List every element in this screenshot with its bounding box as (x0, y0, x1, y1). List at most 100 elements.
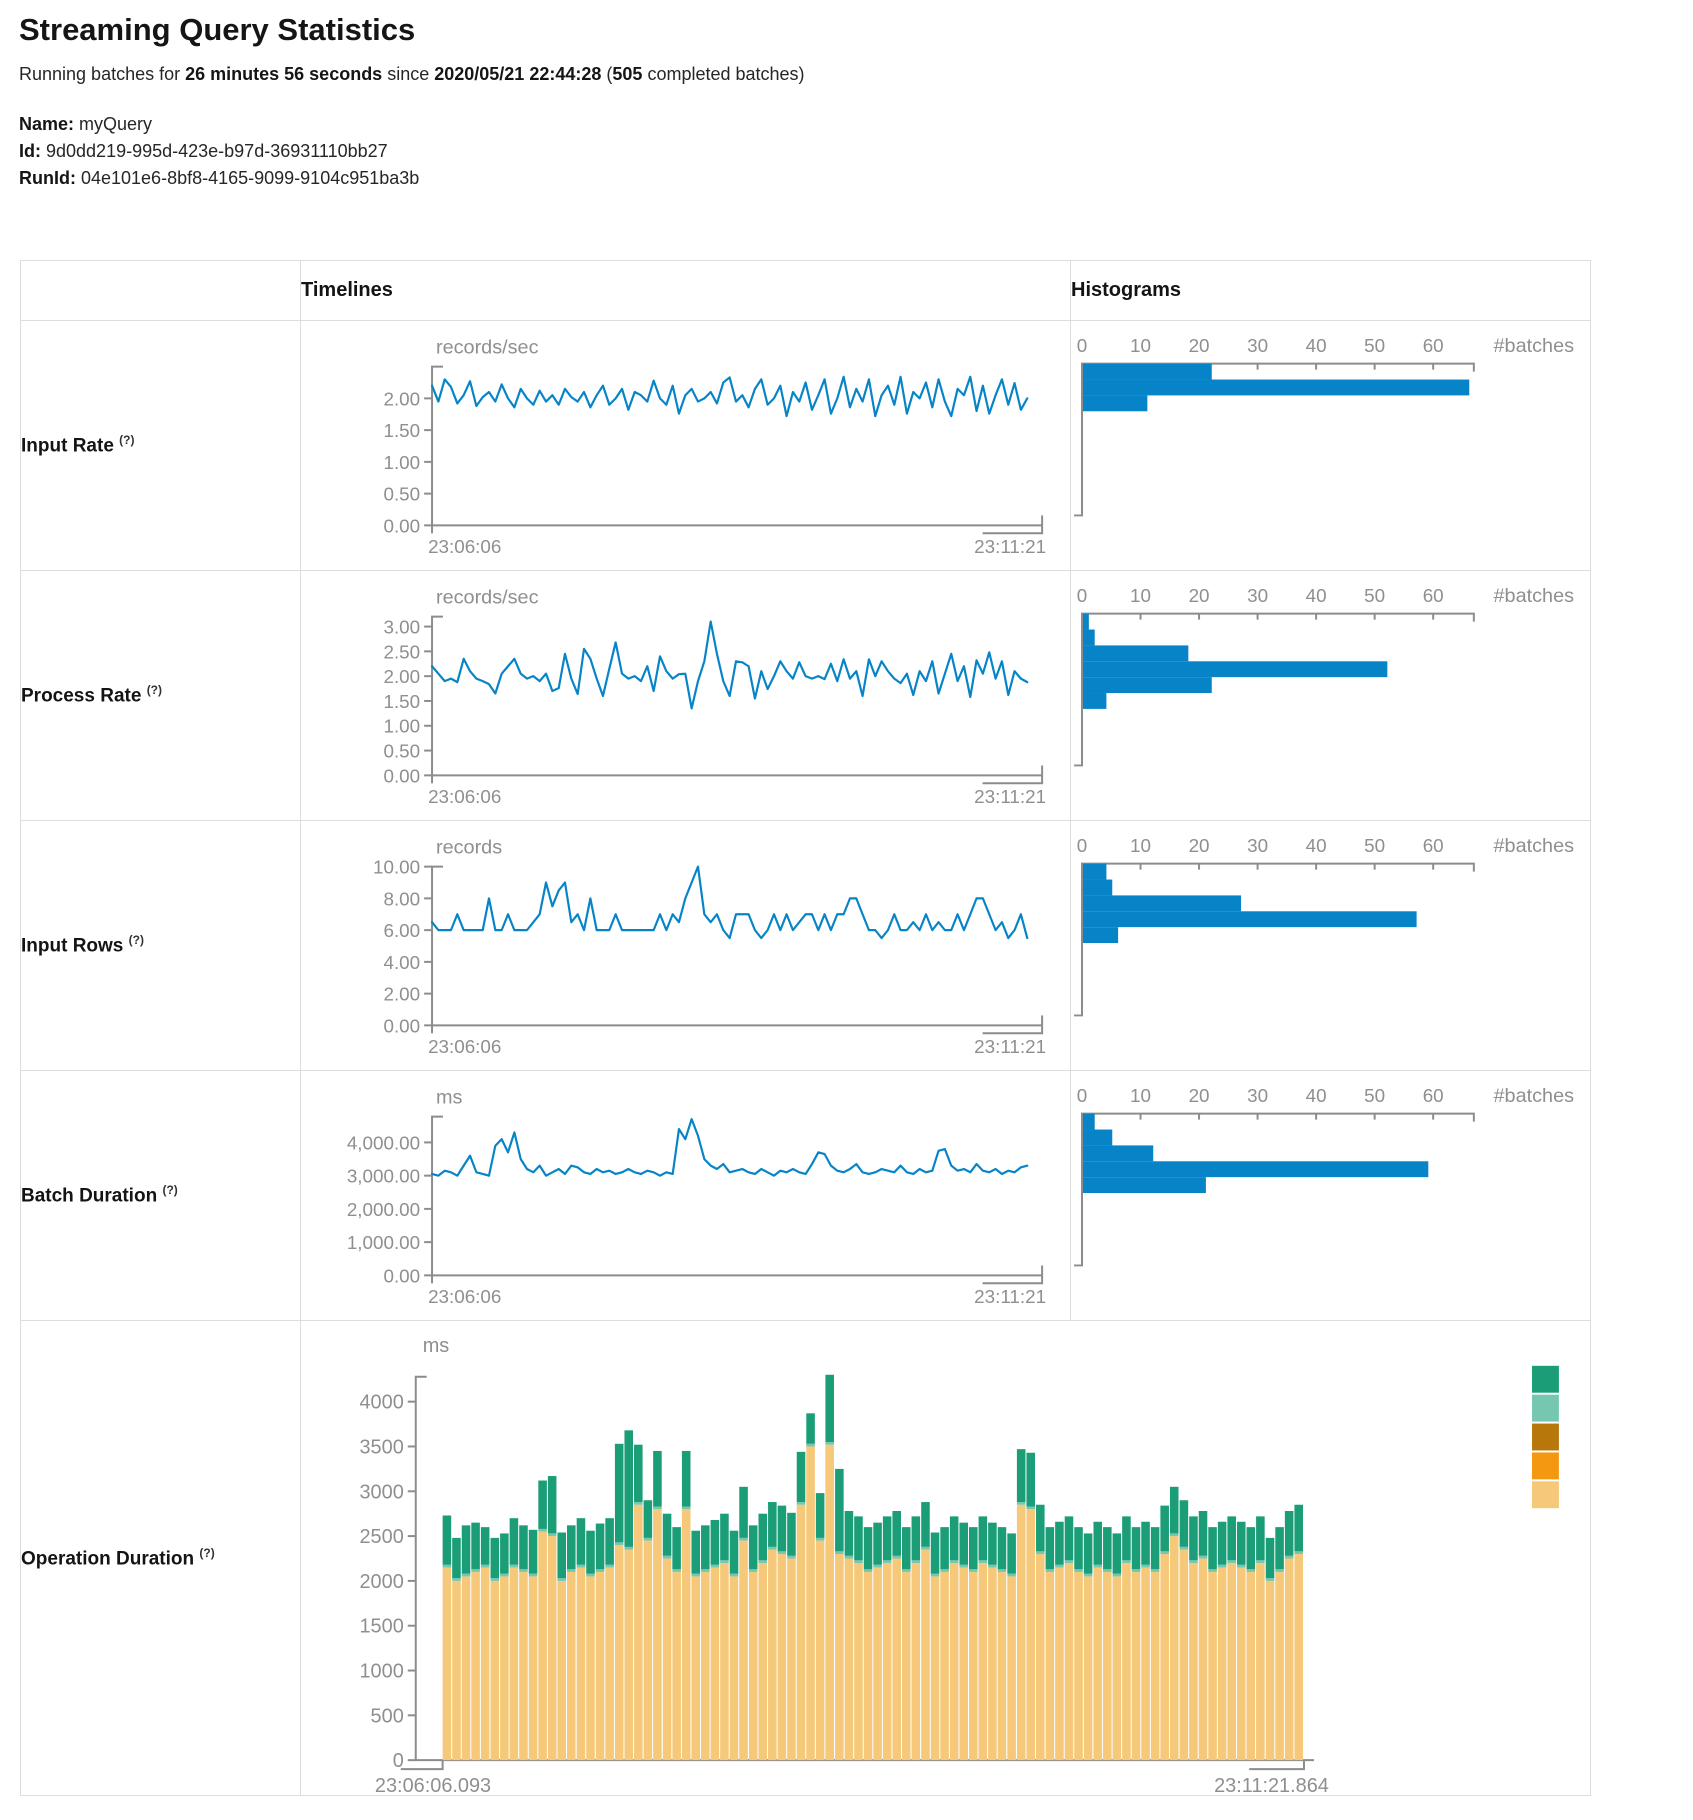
svg-text:2.00: 2.00 (383, 983, 420, 1004)
svg-text:4000: 4000 (359, 1391, 403, 1413)
svg-text:30: 30 (1247, 1084, 1268, 1105)
svg-text:1000: 1000 (359, 1660, 403, 1682)
operation-duration-chart: ms 4000 3500 3000 2500 2000 1500 1000 500 0 23:06:… (359, 1334, 1559, 1795)
running-duration: 26 minutes 56 seconds (185, 64, 383, 84)
svg-text:1500: 1500 (359, 1615, 403, 1637)
row-label-process-rate: Process Rate (?) (20, 570, 301, 821)
svg-text:40: 40 (1306, 1084, 1327, 1105)
operation-duration-help-icon[interactable]: (?) (199, 1545, 215, 1560)
query-runid-line: RunId: 04e101e6-8bf8-4165-9099-9104c951b… (19, 165, 1669, 192)
row-label-operation-duration: Operation Duration (?) (20, 1320, 301, 1796)
process-rate-histogram-chart: 0 10 20 30 40 50 60 #batches (1074, 584, 1574, 766)
start-timestamp: 2020/05/21 22:44:28 (434, 64, 602, 84)
svg-text:23:11:21.864: 23:11:21.864 (1214, 1775, 1329, 1795)
svg-text:ms: ms (423, 1334, 450, 1356)
input-rate-timeline-chart: records/sec 2.00 1.50 1.00 0.50 0.00 23:06:06 2… (383, 336, 1046, 557)
svg-text:60: 60 (1423, 834, 1444, 855)
input-rows-row: Input Rows (?) records 10.00 8.00 6.00 4.00 2… (20, 820, 1591, 1071)
svg-text:2.50: 2.50 (383, 641, 420, 662)
svg-text:50: 50 (1364, 584, 1385, 605)
svg-text:30: 30 (1247, 584, 1268, 605)
query-name-value: myQuery (74, 114, 153, 134)
svg-text:50: 50 (1364, 1084, 1385, 1105)
svg-text:2.00: 2.00 (383, 388, 420, 409)
batch-duration-help-icon[interactable]: (?) (162, 1183, 178, 1198)
svg-text:40: 40 (1306, 584, 1327, 605)
svg-text:23:06:06.093: 23:06:06.093 (375, 1775, 491, 1795)
running-summary-suffix: completed batches) (642, 64, 805, 84)
svg-text:30: 30 (1247, 834, 1268, 855)
batch-duration-row: Batch Duration (?) ms 4,000.00 3,000.00 2,0… (20, 1070, 1591, 1321)
svg-text:1.50: 1.50 (383, 690, 420, 711)
svg-text:23:06:06: 23:06:06 (428, 536, 501, 557)
svg-text:ms: ms (436, 1086, 463, 1108)
row-label-input-rate: Input Rate (?) (20, 320, 301, 571)
svg-text:0.00: 0.00 (383, 765, 420, 786)
svg-text:0.00: 0.00 (383, 1015, 420, 1036)
svg-text:50: 50 (1364, 334, 1385, 355)
query-id-label: Id: (19, 141, 41, 161)
row-label-input-rows: Input Rows (?) (20, 820, 301, 1071)
legend-brown (1532, 1423, 1559, 1450)
svg-text:20: 20 (1189, 334, 1210, 355)
svg-text:2500: 2500 (359, 1526, 403, 1548)
svg-text:2.00: 2.00 (383, 666, 420, 687)
svg-text:#batches: #batches (1494, 1084, 1575, 1106)
page-header: Streaming Query Statistics Running batch… (19, 0, 1669, 192)
svg-text:10: 10 (1130, 584, 1151, 605)
svg-text:#batches: #batches (1494, 834, 1575, 856)
svg-text:records/sec: records/sec (436, 336, 539, 358)
running-summary: Running batches for 26 minutes 56 second… (19, 64, 1669, 85)
svg-text:50: 50 (1364, 834, 1385, 855)
query-name-label: Name: (19, 114, 75, 134)
timelines-header: Timelines (300, 260, 1071, 321)
process-rate-help-icon[interactable]: (?) (146, 683, 163, 698)
svg-text:#batches: #batches (1494, 334, 1575, 356)
input-rows-help-icon[interactable]: (?) (128, 933, 144, 948)
empty-header-cell (20, 260, 301, 321)
svg-text:3000: 3000 (359, 1481, 403, 1503)
svg-text:records: records (436, 836, 502, 858)
svg-text:500: 500 (371, 1705, 404, 1727)
svg-text:60: 60 (1423, 1084, 1444, 1105)
paren-open: ( (601, 64, 613, 84)
svg-text:23:11:21: 23:11:21 (974, 1286, 1046, 1307)
completed-batches-count: 505 (612, 64, 643, 84)
legend-orange (1532, 1451, 1559, 1479)
running-summary-prefix: Running batches for (19, 64, 186, 84)
query-runid-label: RunId: (19, 168, 76, 188)
svg-text:0: 0 (1077, 584, 1087, 605)
svg-text:40: 40 (1306, 334, 1327, 355)
svg-text:2,000.00: 2,000.00 (347, 1198, 420, 1219)
histograms-header: Histograms (1070, 260, 1591, 321)
query-id-value: 9d0dd219-995d-423e-b97d-36931110bb27 (41, 141, 388, 161)
svg-text:records/sec: records/sec (436, 586, 539, 608)
page-title: Streaming Query Statistics (19, 12, 416, 47)
batch-duration-histogram-chart: 0 10 20 30 40 50 60 #batches (1074, 1084, 1575, 1266)
svg-text:23:11:21: 23:11:21 (974, 786, 1046, 807)
svg-text:23:06:06: 23:06:06 (428, 1286, 501, 1307)
svg-text:0.00: 0.00 (383, 515, 420, 536)
process-rate-timeline-chart: records/sec 3.00 2.50 2.00 1.50 1.00 0.50 0.00 2… (383, 586, 1046, 807)
input-rows-timeline-chart: records 10.00 8.00 6.00 4.00 2.00 0.00 23:06:06… (373, 836, 1046, 1056)
svg-text:0.50: 0.50 (383, 483, 420, 504)
svg-text:40: 40 (1306, 834, 1327, 855)
svg-text:2000: 2000 (359, 1570, 403, 1592)
batch-duration-timeline-chart: ms 4,000.00 3,000.00 2,000.00 1,000.00 0.00 23… (347, 1086, 1046, 1307)
input-rate-histogram-chart: 0 10 20 30 40 50 60 #batches (1074, 334, 1575, 516)
svg-text:3.00: 3.00 (383, 616, 420, 637)
svg-text:10.00: 10.00 (373, 856, 420, 877)
process-rate-row: Process Rate (?) records/sec 3.00 2.50 2.00… (20, 570, 1591, 821)
svg-text:30: 30 (1247, 334, 1268, 355)
svg-text:10: 10 (1130, 1084, 1151, 1105)
running-summary-middle: since (382, 64, 435, 84)
svg-text:1.00: 1.00 (383, 715, 420, 736)
input-rate-help-icon[interactable]: (?) (119, 433, 135, 448)
svg-text:0: 0 (393, 1750, 404, 1772)
svg-text:4.00: 4.00 (383, 951, 420, 972)
row-label-batch-duration: Batch Duration (?) (20, 1070, 301, 1321)
svg-text:6.00: 6.00 (383, 920, 420, 941)
svg-text:3500: 3500 (359, 1436, 403, 1458)
operation-duration-row: Operation Duration (?) ms 4000 3500 3000 250… (20, 1320, 1591, 1796)
svg-text:4,000.00: 4,000.00 (347, 1132, 420, 1153)
